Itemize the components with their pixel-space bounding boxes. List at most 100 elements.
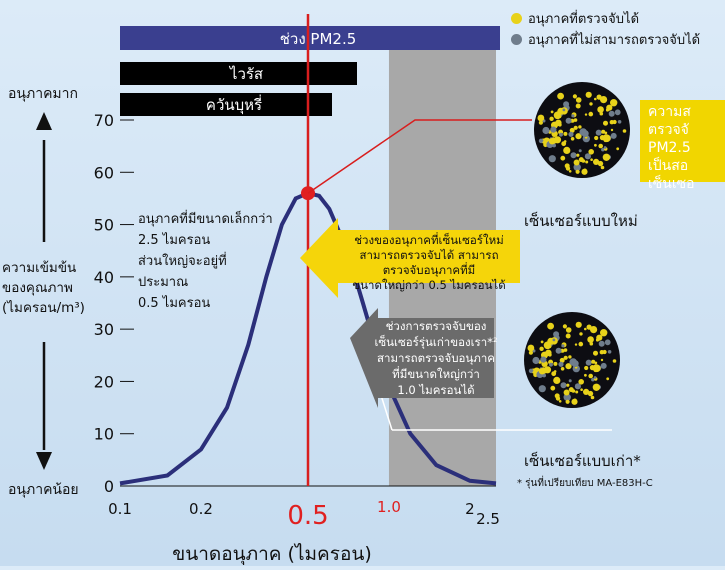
new-sensor-circle-dot <box>578 149 582 153</box>
new-range-note-3: ขนาดใหญ่กว่า 0.5 ไมครอนได้ <box>352 278 505 292</box>
new-sensor-circle-dot <box>622 129 627 133</box>
right-info-box <box>640 100 725 182</box>
old-sensor-circle-dot <box>565 333 571 339</box>
new-sensor-circle-dot <box>563 146 571 154</box>
old-sensor-circle-dot <box>539 346 544 351</box>
x-tick-label-0.2: 0.2 <box>189 500 213 518</box>
new-range-note-1: สามารถตรวจจับได้ สามารถ <box>359 248 498 262</box>
old-sensor-circle-dot <box>560 367 565 371</box>
old-sensor-circle-dot <box>575 321 582 328</box>
y-ticks: 0 10 20 30 40 50 60 70 <box>94 111 496 496</box>
y-tick-label-30: 30 <box>94 320 114 339</box>
old-sensor-circle-dot <box>558 400 562 403</box>
old-sensor-circle-dot <box>589 341 594 346</box>
old-sensor-circle-dot <box>540 340 544 344</box>
new-sensor-circle-dot <box>601 129 606 134</box>
new-sensor-circle-dot <box>610 128 614 132</box>
new-sensor-circle-dot <box>610 132 617 139</box>
y-side-up-arrowhead <box>36 112 52 130</box>
new-sensor-circle-dot <box>538 138 544 144</box>
new-sensor-circle-dot <box>571 114 575 118</box>
new-sensor-circle-dot <box>559 132 563 137</box>
new-sensor-circle-dot <box>564 163 570 169</box>
right-box-text-1: ตรวจจั <box>648 122 689 138</box>
y-tick-label-40: 40 <box>94 268 114 287</box>
old-sensor-circle-dot <box>565 399 570 404</box>
new-sensor-circle-dot <box>568 131 574 137</box>
old-range-note-4: 1.0 ไมครอนได้ <box>397 383 474 397</box>
old-range-note-2: สามารถตรวจจับอนุภาค <box>377 351 495 365</box>
old-range-note-3: ที่มีขนาดใหญ่กว่า <box>392 366 480 381</box>
old-sensor-circle-dot <box>589 365 596 371</box>
old-sensor-circle-dot <box>584 327 587 331</box>
old-sensor-circle-dot <box>543 366 552 374</box>
size-range-bars: ช่วง PM2.5 ไวรัสควันบุหรี่ <box>120 26 500 116</box>
old-sensor-circle-dot <box>604 339 611 346</box>
new-sensor-circle-dot <box>581 130 589 138</box>
new-sensor-circle-dot <box>606 104 613 111</box>
old-sensor-circle-dot <box>553 376 561 384</box>
old-sensor-circle-dot <box>562 324 568 329</box>
new-sensor-circle-dot <box>568 170 572 173</box>
old-sensor-circle-dot <box>555 347 562 354</box>
new-sensor-circle-dot <box>612 119 617 125</box>
new-sensor-label: เซ็นเซอร์แบบใหม่ <box>524 211 638 230</box>
new-sensor-circle-dot <box>603 146 607 149</box>
new-sensor-circle-dot <box>616 147 620 151</box>
old-sensor-circle-dot <box>592 383 601 391</box>
old-sensor-circle-dot <box>590 326 598 334</box>
new-sensor-circle-dot <box>548 155 556 163</box>
x-tick-label-0.5: 0.5 <box>287 501 328 531</box>
undetectable-dot <box>511 34 522 45</box>
small-particles-note-0: อนุภาคที่มีขนาดเล็กกว่า <box>138 209 273 227</box>
new-sensor-circle-dot <box>588 111 594 117</box>
new-sensor-circle-dot <box>603 120 608 126</box>
old-sensor-circle-dot <box>590 395 595 400</box>
y-tick-label-0: 0 <box>104 477 114 496</box>
old-sensor-circle-dot <box>571 360 579 368</box>
old-sensor-circle-dot <box>584 373 587 377</box>
range-bar-0 <box>120 26 500 50</box>
new-sensor-circle-dot <box>549 116 554 122</box>
old-sensor-circle-dot <box>587 390 594 397</box>
old-sensor-circle-dot <box>561 344 565 348</box>
old-sensor-circle-dot <box>580 388 583 392</box>
new-sensor-circle-dot <box>562 108 566 112</box>
old-sensor-circle-dot <box>565 363 572 370</box>
old-sensor-circle-dot <box>578 341 584 347</box>
new-sensor-circle-dot <box>553 136 562 144</box>
new-sensor-circle-dot <box>572 94 578 99</box>
right-box-text-2: PM2.5 <box>648 140 691 156</box>
old-sensor-circle-dot <box>568 355 572 359</box>
old-sensor-circle-dot <box>591 359 596 364</box>
legend-undetectable: อนุภาคที่ไม่สามารถตรวจจับได้ <box>511 29 700 50</box>
new-sensor-circle-dot <box>576 153 580 157</box>
old-sensor-circle-dot <box>593 350 598 356</box>
new-sensor-circle-dot <box>542 141 546 144</box>
y-tick-label-60: 60 <box>94 163 114 182</box>
new-sensor-circle-dot <box>560 155 566 161</box>
new-sensor-circle-dot <box>557 92 564 100</box>
new-sensor-circle-dot <box>610 99 618 107</box>
new-sensor-circle-dot <box>608 110 615 117</box>
new-sensor-circle-dot <box>597 106 604 113</box>
old-sensor-circle-dot <box>587 336 594 343</box>
old-sensor-circle-dot <box>585 359 592 366</box>
old-sensor-circle-dot <box>532 356 540 365</box>
old-sensor-circle-dot <box>566 383 570 387</box>
old-sensor-circle-dot <box>547 322 554 330</box>
new-sensor-circle-dot <box>585 91 592 98</box>
old-sensor-circle <box>524 312 620 408</box>
new-sensor-circle-dot <box>601 148 605 152</box>
new-sensor-circle-dot <box>537 114 545 122</box>
old-sensor-circle-dot <box>538 374 541 377</box>
old-sensor-circle-dot <box>593 376 597 379</box>
legend-undetectable-label: อนุภาคที่ไม่สามารถตรวจจับได้ <box>528 33 701 48</box>
new-sensor-circle-dot <box>602 153 611 161</box>
old-sensor-circle-dot <box>550 385 556 391</box>
old-sensor-circle-dot <box>538 368 546 375</box>
new-sensor-circle-dot <box>581 168 588 175</box>
new-sensor-circle-dot <box>573 163 581 171</box>
new-sensor-circle-dot <box>563 131 568 136</box>
